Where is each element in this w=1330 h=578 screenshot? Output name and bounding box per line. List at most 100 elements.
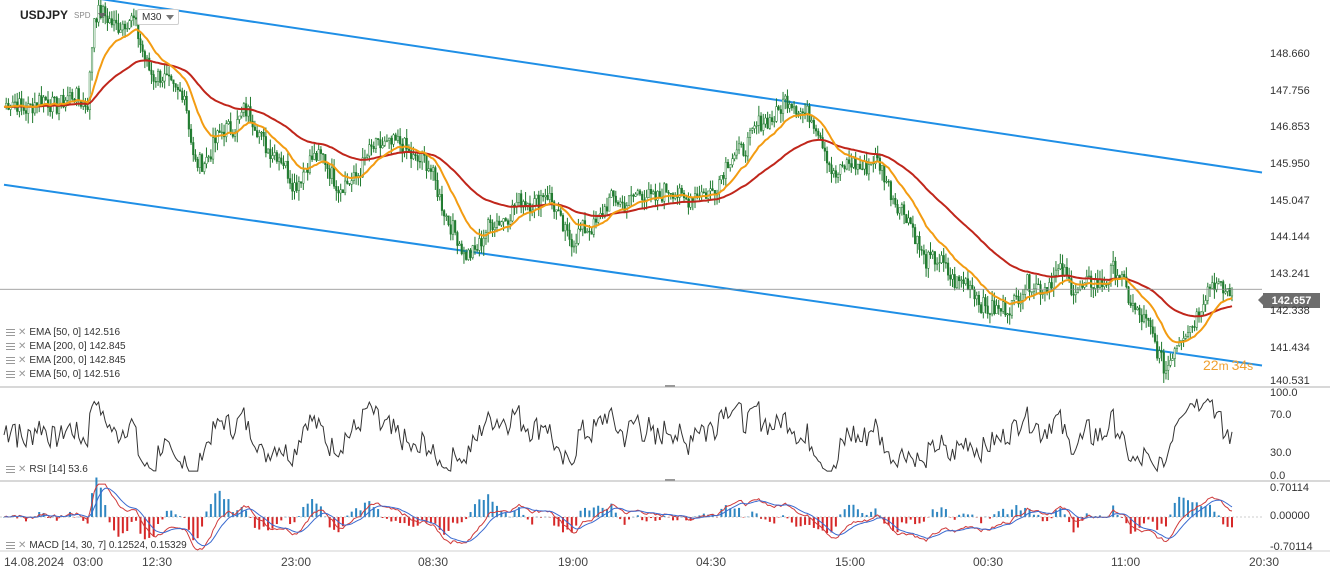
candle-body: [75, 88, 78, 103]
macd-histogram-bar: [214, 493, 217, 517]
candle-body: [614, 195, 617, 203]
macd-histogram-bar: [830, 517, 833, 533]
close-icon[interactable]: ✕: [18, 368, 27, 380]
close-icon[interactable]: ✕: [18, 326, 27, 338]
countdown-seconds: 34: [1231, 357, 1248, 373]
menu-icon[interactable]: [6, 542, 15, 549]
legend-ema-1[interactable]: ✕ EMA [50, 0] 142.516: [6, 326, 120, 339]
macd-histogram-bar: [161, 517, 164, 520]
candle-body: [548, 193, 551, 200]
candle-body: [282, 162, 285, 166]
macd-tick-label: 0.70114: [1270, 482, 1309, 494]
macd-histogram-bar: [1081, 517, 1084, 521]
close-icon[interactable]: ✕: [18, 354, 27, 366]
macd-histogram-bar: [183, 517, 186, 518]
candle-body: [621, 201, 624, 204]
macd-histogram-bar: [1156, 517, 1159, 530]
candle-body: [755, 125, 758, 127]
macd-histogram-bar: [152, 517, 155, 537]
candle-body: [667, 192, 670, 194]
legend-ema-4[interactable]: ✕ EMA [50, 0] 142.516: [6, 368, 120, 381]
candle-body: [53, 96, 56, 99]
candle-body: [669, 193, 672, 195]
menu-icon[interactable]: [6, 466, 15, 473]
macd-histogram-bar: [218, 490, 221, 517]
timeframe-select[interactable]: M30: [137, 9, 179, 25]
candle-body: [399, 136, 402, 145]
macd-histogram-bar: [922, 517, 925, 522]
candle-body: [991, 300, 994, 315]
candle-body: [366, 155, 369, 158]
candle-body: [995, 305, 998, 314]
candle-body: [315, 152, 318, 161]
close-icon[interactable]: ✕: [18, 340, 27, 352]
legend-ema-2[interactable]: ✕ EMA [200, 0] 142.845: [6, 340, 126, 353]
menu-icon[interactable]: [6, 343, 15, 350]
candle-body: [335, 186, 338, 191]
macd-histogram-bar: [575, 517, 578, 526]
candle-body: [201, 154, 204, 172]
macd-histogram-bar: [870, 511, 873, 517]
candle-body: [616, 202, 620, 205]
legend-rsi[interactable]: ✕ RSI [14] 53.6: [6, 463, 88, 476]
menu-icon[interactable]: [6, 329, 15, 336]
candle-body: [1191, 326, 1194, 328]
candle-body: [588, 230, 591, 233]
macd-histogram-bar: [1186, 500, 1189, 517]
close-icon[interactable]: ✕: [18, 539, 27, 551]
macd-histogram-bar: [407, 517, 410, 526]
candle-body: [49, 107, 52, 113]
candle-body: [333, 167, 336, 187]
macd-histogram-bar: [201, 517, 204, 527]
candle-body: [905, 214, 908, 224]
candle-body: [1226, 288, 1229, 292]
candle-body: [823, 147, 826, 152]
candle-body: [812, 120, 815, 129]
macd-histogram-bar: [139, 517, 142, 534]
candle-body: [561, 215, 565, 232]
symbol-label[interactable]: USDJPY: [20, 8, 69, 22]
candle-body: [295, 182, 298, 191]
candle-body: [509, 220, 512, 225]
candle-body: [1059, 263, 1062, 270]
candle-body: [1213, 282, 1216, 291]
candle-body: [971, 285, 974, 290]
time-axis-label: 11:00: [1111, 555, 1141, 569]
candle-body: [280, 157, 283, 164]
macd-histogram-bar: [157, 517, 160, 524]
candle-body: [190, 128, 193, 143]
candle-body: [817, 130, 820, 136]
macd-histogram-bar: [1204, 506, 1207, 517]
macd-tick-label: 0.00000: [1270, 510, 1310, 522]
candle-body: [572, 245, 576, 248]
candle-body: [412, 154, 415, 159]
menu-icon[interactable]: [6, 371, 15, 378]
macd-histogram-bar: [491, 501, 494, 517]
candle-body: [469, 249, 472, 258]
close-icon[interactable]: ✕: [18, 463, 27, 475]
candle-body: [205, 157, 208, 165]
macd-histogram-bar: [1085, 513, 1088, 517]
candle-body: [1151, 326, 1154, 334]
candle-body: [931, 251, 934, 256]
candle-body: [1211, 282, 1214, 289]
candle-body: [1037, 283, 1040, 286]
symbol-dropdown-icon[interactable]: [98, 12, 107, 18]
candle-body: [999, 308, 1002, 312]
candle-body: [209, 156, 212, 160]
legend-macd[interactable]: ✕ MACD [14, 30, 7] 0.12524, 0.15329: [6, 539, 187, 552]
candle-body: [1072, 294, 1075, 296]
macd-histogram-bar: [909, 517, 912, 520]
candle-body: [570, 239, 573, 248]
macd-histogram-bar: [768, 517, 771, 522]
candle-body: [381, 145, 384, 149]
legend-ema-3[interactable]: ✕ EMA [200, 0] 142.845: [6, 354, 126, 367]
time-axis-label: 23:00: [281, 555, 312, 569]
macd-histogram-bar: [385, 517, 388, 519]
rsi-tick-label: 70.0: [1270, 409, 1292, 421]
macd-histogram-bar: [517, 507, 520, 517]
candle-body: [751, 128, 754, 131]
menu-icon[interactable]: [6, 357, 15, 364]
candle-body: [903, 204, 906, 215]
